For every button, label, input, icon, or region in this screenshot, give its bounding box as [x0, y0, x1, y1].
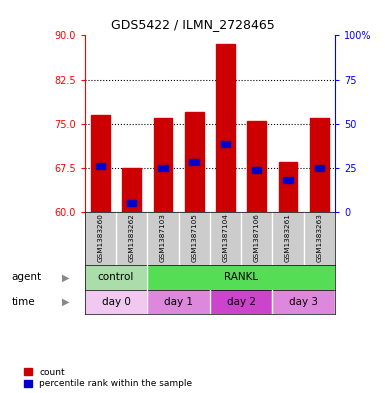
- Bar: [154, 118, 172, 212]
- Bar: [179, 212, 210, 265]
- Text: day 3: day 3: [289, 297, 318, 307]
- Text: GSM1383260: GSM1383260: [97, 213, 103, 262]
- Text: control: control: [98, 272, 134, 282]
- Bar: [310, 118, 329, 212]
- Bar: [122, 168, 141, 212]
- Bar: [85, 265, 147, 290]
- Text: GDS5422 / ILMN_2728465: GDS5422 / ILMN_2728465: [110, 18, 275, 31]
- Bar: [91, 115, 110, 212]
- Text: GSM1383261: GSM1383261: [285, 213, 291, 262]
- Bar: [158, 165, 167, 171]
- Bar: [304, 212, 335, 265]
- Bar: [273, 290, 335, 314]
- Bar: [210, 212, 241, 265]
- Bar: [185, 112, 204, 212]
- Bar: [216, 44, 235, 212]
- Bar: [127, 200, 136, 206]
- Text: ▶: ▶: [62, 272, 69, 282]
- Text: GSM1383262: GSM1383262: [129, 213, 135, 262]
- Bar: [315, 165, 324, 171]
- Bar: [241, 212, 273, 265]
- Text: time: time: [12, 297, 35, 307]
- Bar: [221, 141, 230, 147]
- Text: GSM1383263: GSM1383263: [316, 213, 322, 262]
- Bar: [85, 212, 116, 265]
- Bar: [95, 163, 105, 169]
- Legend: count, percentile rank within the sample: count, percentile rank within the sample: [24, 368, 192, 389]
- Bar: [252, 167, 261, 173]
- Bar: [283, 176, 293, 182]
- Bar: [116, 212, 147, 265]
- Text: GSM1387104: GSM1387104: [223, 213, 228, 262]
- Text: day 0: day 0: [102, 297, 131, 307]
- Text: GSM1387103: GSM1387103: [160, 213, 166, 262]
- Bar: [85, 290, 147, 314]
- Bar: [248, 121, 266, 212]
- Bar: [147, 265, 335, 290]
- Bar: [147, 212, 179, 265]
- Text: GSM1387106: GSM1387106: [254, 213, 260, 262]
- Text: ▶: ▶: [62, 297, 69, 307]
- Text: GSM1387105: GSM1387105: [191, 213, 197, 262]
- Bar: [147, 290, 210, 314]
- Bar: [189, 159, 199, 165]
- Text: RANKL: RANKL: [224, 272, 258, 282]
- Text: agent: agent: [12, 272, 42, 282]
- Text: day 2: day 2: [227, 297, 256, 307]
- Text: day 1: day 1: [164, 297, 193, 307]
- Bar: [279, 162, 298, 212]
- Bar: [210, 290, 273, 314]
- Bar: [273, 212, 304, 265]
